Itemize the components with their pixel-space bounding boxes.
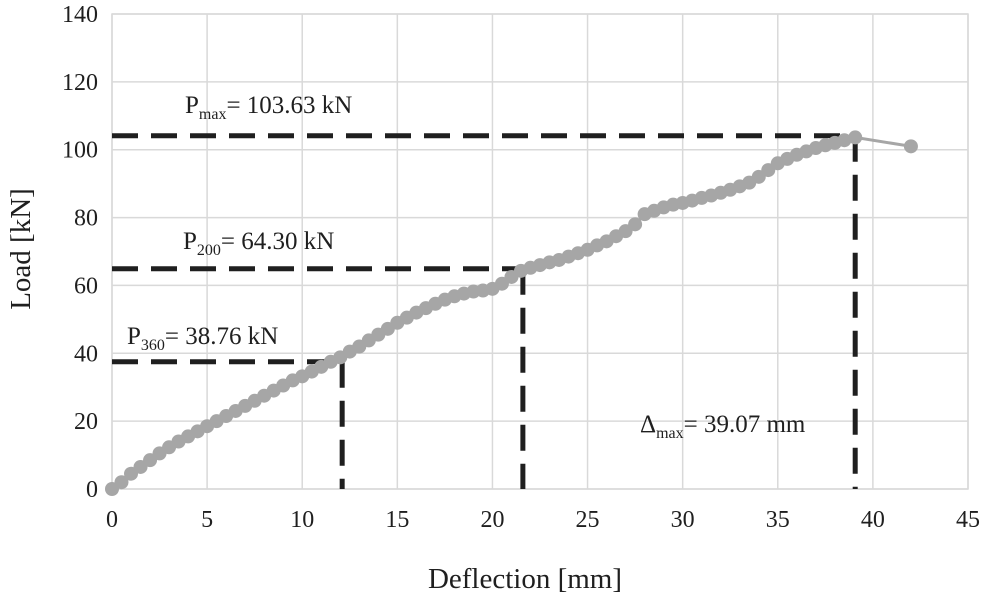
series-layer — [105, 130, 918, 496]
data-point — [837, 133, 852, 148]
y-axis-title: Load [kN] — [5, 188, 37, 310]
y-tick-label: 60 — [74, 273, 98, 299]
annotation-p-200: P200= 64.30 kN — [183, 228, 334, 259]
x-tick-label: 15 — [385, 507, 409, 533]
y-tick-label: 40 — [74, 341, 98, 367]
y-tick-label: 0 — [86, 477, 98, 503]
x-axis-title: Deflection [mm] — [428, 563, 622, 595]
x-tick-label: 0 — [106, 507, 118, 533]
y-tick-label: 140 — [62, 2, 98, 28]
annotation-delta-max: Δmax= 39.07 mm — [640, 411, 806, 442]
x-tick-label: 45 — [956, 507, 980, 533]
tick-layer: 0 5 10 15 20 25 30 35 40 45 0 20 40 60 80 100 120 140 — [62, 2, 980, 533]
plot-frame — [111, 13, 969, 490]
y-tick-label: 100 — [62, 138, 98, 164]
annotation-p-360: P360= 38.76 kN — [127, 323, 278, 354]
x-tick-label: 35 — [766, 507, 790, 533]
y-tick-label: 80 — [74, 206, 98, 232]
data-point — [848, 130, 863, 145]
x-tick-label: 40 — [861, 507, 885, 533]
x-tick-label: 20 — [480, 507, 504, 533]
x-tick-label: 5 — [201, 507, 213, 533]
y-tick-label: 20 — [74, 409, 98, 435]
data-point — [628, 217, 643, 232]
grid-layer — [111, 13, 969, 490]
x-tick-label: 10 — [290, 507, 314, 533]
x-tick-label: 25 — [576, 507, 600, 533]
data-point — [903, 139, 918, 154]
guide-layer — [112, 133, 858, 489]
annotation-p-max: Pmax= 103.63 kN — [185, 92, 352, 123]
x-tick-label: 30 — [671, 507, 695, 533]
data-point — [114, 475, 129, 490]
y-tick-label: 120 — [62, 70, 98, 96]
